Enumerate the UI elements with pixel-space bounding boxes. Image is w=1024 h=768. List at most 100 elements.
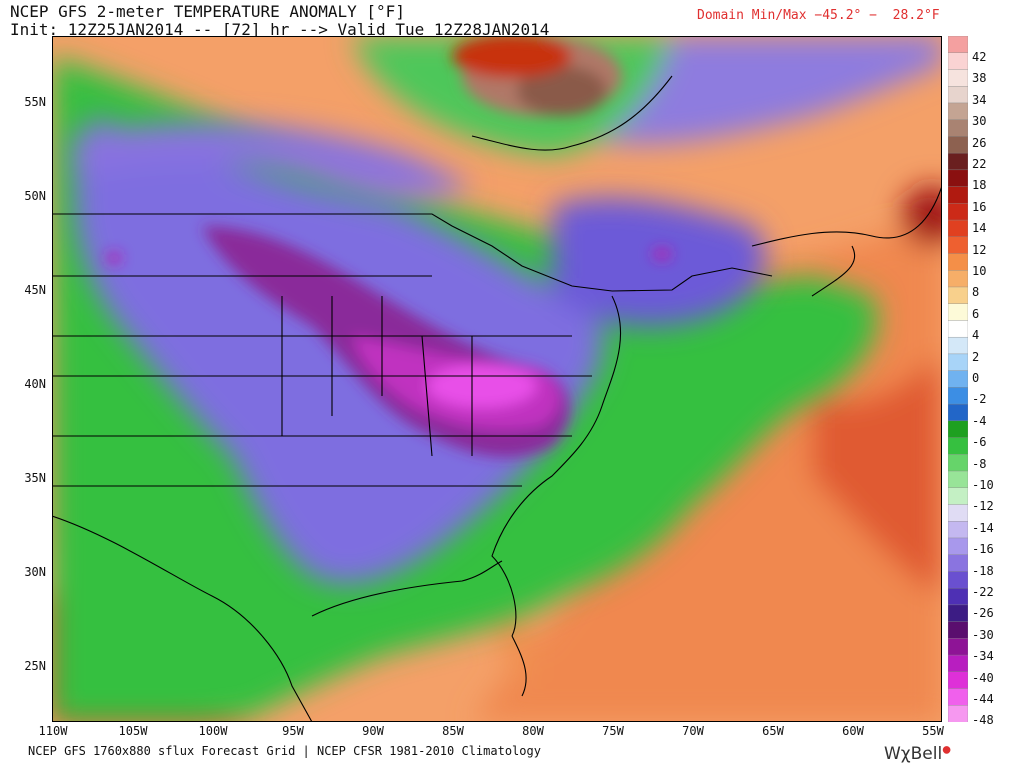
lat-label-40n: 40N [24,377,46,391]
legend-swatch [948,136,968,154]
logo-text: WχBell [884,744,943,764]
legend-label: -2 [972,392,987,407]
legend-swatch [948,52,968,71]
legend-label: 26 [972,135,987,150]
init-valid-line: Init: 12Z25JAN2014 -- [72] hr --> Valid … [10,20,550,39]
legend-swatch [948,654,968,673]
logo-dot-icon: ● [942,744,951,756]
lon-label-95w: 95W [282,724,304,738]
legend-swatch [948,521,968,539]
legend-swatch [948,270,968,288]
lat-label-55n: 55N [24,95,46,109]
legend-swatch [948,671,968,690]
legend-swatch [948,353,968,372]
legend-swatch [948,36,968,54]
lon-label-55w: 55W [922,724,944,738]
legend-label: -16 [972,542,994,557]
legend-swatch [948,554,968,573]
legend-swatch [948,454,968,472]
legend-label: -6 [972,435,987,450]
lon-label-90w: 90W [362,724,384,738]
legend-swatch [948,69,968,87]
color-scale-legend [948,36,968,722]
legend-swatch [948,705,968,722]
legend-swatch [948,169,968,188]
lon-label-60w: 60W [842,724,864,738]
legend-swatch [948,119,968,138]
legend-label: -34 [972,649,994,664]
legend-swatch [948,186,968,205]
legend-label: 16 [972,199,987,214]
legend-label: 6 [972,306,980,321]
legend-label: -4 [972,413,987,428]
wxbell-logo: WχBell● [884,744,951,764]
legend-label: -26 [972,606,994,621]
legend-label: 38 [972,71,987,86]
legend-label: 34 [972,92,987,107]
legend-swatch [948,370,968,389]
legend-label: -40 [972,670,994,685]
legend-label: 30 [972,114,987,129]
legend-swatch [948,387,968,405]
legend-label: -14 [972,520,994,535]
legend-label: 8 [972,285,980,300]
legend-label: -48 [972,713,994,728]
legend-swatch [948,203,968,221]
legend-swatch [948,571,968,589]
lat-label-25n: 25N [24,659,46,673]
legend-label: 12 [972,242,987,257]
legend-label: -12 [972,499,994,514]
legend-swatch [948,470,968,489]
legend-swatch [948,537,968,556]
lon-label-85w: 85W [442,724,464,738]
legend-swatch [948,336,968,355]
legend-label: 10 [972,264,987,278]
legend-swatch [948,152,968,171]
lat-label-30n: 30N [24,565,46,579]
lat-label-35n: 35N [24,471,46,485]
legend-label: -18 [972,563,994,578]
legend-swatch [948,487,968,506]
legend-swatch [948,638,968,656]
chart-title: NCEP GFS 2-meter TEMPERATURE ANOMALY [°F… [10,2,405,21]
lat-label-50n: 50N [24,189,46,203]
legend-swatch [948,437,968,455]
lon-label-75w: 75W [602,724,624,738]
legend-swatch [948,102,968,121]
domain-min-max: Domain Min/Max −45.2° − 28.2°F [697,8,940,23]
coastline-and-borders [52,75,942,722]
legend-label: 42 [972,50,987,64]
legend-swatch [948,420,968,439]
lon-label-65w: 65W [762,724,784,738]
legend-label: 0 [972,371,980,385]
legend-swatch [948,303,968,322]
legend-swatch [948,504,968,522]
legend-label: -22 [972,585,994,599]
lat-label-45n: 45N [24,283,46,297]
legend-swatch [948,253,968,271]
lon-label-105w: 105W [118,724,148,738]
legend-label: -8 [972,456,987,471]
legend-label: 18 [972,178,987,193]
legend-swatch [948,621,968,640]
legend-label: -44 [972,692,994,706]
legend-swatch [948,286,968,305]
lon-label-100w: 100W [198,724,228,738]
legend-swatch [948,86,968,104]
temperature-anomaly-map [52,36,942,722]
legend-label: 14 [972,221,987,236]
legend-label: 22 [972,157,987,171]
legend-swatch [948,236,968,255]
legend-swatch [948,219,968,238]
legend-swatch [948,604,968,623]
legend-swatch [948,320,968,338]
data-source-note: NCEP GFS 1760x880 sflux Forecast Grid | … [28,744,541,758]
legend-swatch [948,403,968,422]
lon-label-80w: 80W [522,724,544,738]
lon-label-70w: 70W [682,724,704,738]
legend-label: 2 [972,349,980,364]
legend-label: -10 [972,478,994,492]
legend-swatch [948,688,968,706]
legend-swatch [948,587,968,606]
legend-label: 4 [972,328,980,343]
